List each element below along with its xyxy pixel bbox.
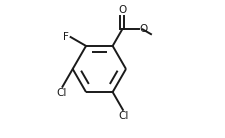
Text: F: F xyxy=(63,32,69,42)
Text: Cl: Cl xyxy=(118,111,128,121)
Text: O: O xyxy=(139,24,147,34)
Text: Cl: Cl xyxy=(56,88,67,98)
Text: O: O xyxy=(118,5,126,15)
